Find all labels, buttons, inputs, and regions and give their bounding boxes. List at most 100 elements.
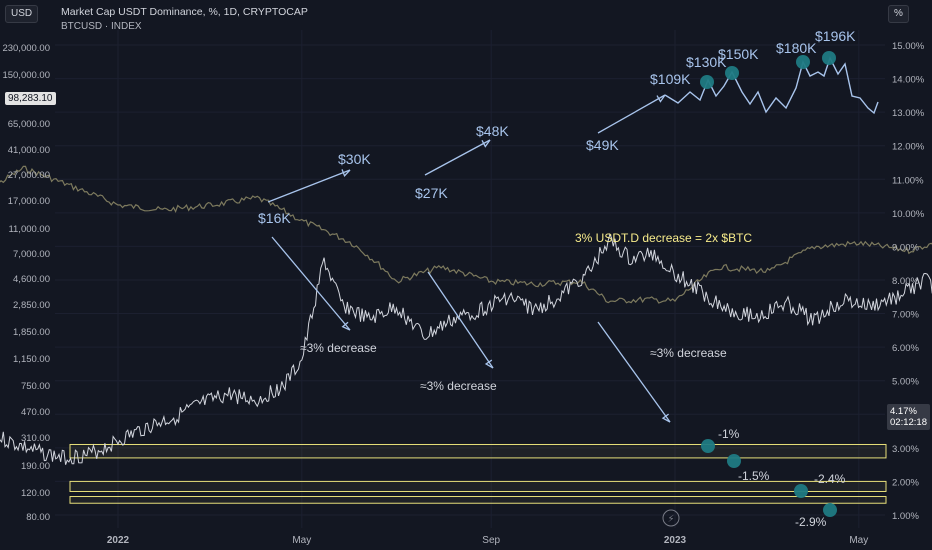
annotation-label: ≈3% decrease bbox=[420, 379, 497, 393]
right-tick: 9.00% bbox=[892, 242, 919, 253]
x-tick: May bbox=[849, 535, 868, 546]
target-marker bbox=[727, 454, 741, 468]
right-tick: 1.00% bbox=[892, 511, 919, 522]
current-value: 4.17% bbox=[890, 406, 917, 417]
usdt-series bbox=[0, 233, 932, 465]
decrease-line-2-head bbox=[484, 359, 494, 369]
annotation-label: $150K bbox=[718, 46, 759, 62]
left-tick: 27,000.00 bbox=[8, 170, 50, 181]
lightning-icon-glyph: ⚡ bbox=[667, 514, 674, 525]
right-tick: 12.00% bbox=[892, 142, 925, 153]
left-tick: 150,000.00 bbox=[2, 70, 50, 81]
target-marker bbox=[700, 75, 714, 89]
annotation-label: $130K bbox=[686, 54, 727, 70]
grid bbox=[55, 30, 885, 528]
annotation-label: $109K bbox=[650, 71, 691, 87]
annotation-label: -2.4% bbox=[814, 472, 846, 486]
annotation-label: $48K bbox=[476, 123, 509, 139]
trend-arrow-49k-109k-head bbox=[656, 94, 666, 103]
annotation-label: ≈3% decrease bbox=[300, 341, 377, 355]
btc-price-tag: 98,283.10 bbox=[5, 92, 56, 105]
left-tick: 120.00 bbox=[21, 488, 50, 499]
right-tick: 6.00% bbox=[892, 343, 919, 354]
annotation-label: $27K bbox=[415, 185, 448, 201]
trend-arrow-16k-30k-head bbox=[341, 169, 351, 178]
left-tick: 190.00 bbox=[21, 461, 50, 472]
left-tick: 470.00 bbox=[21, 407, 50, 418]
x-axis: 2022MaySep2023MaySep2024MaySep2025MaySep… bbox=[107, 535, 868, 546]
annotation-label: 3% USDT.D decrease = 2x $BTC bbox=[575, 231, 752, 245]
right-tick: 10.00% bbox=[892, 209, 925, 220]
left-axis: 230,000.00 150,000.00 65,000.00 41,000.00 27… bbox=[2, 43, 50, 523]
decrease-line-2 bbox=[427, 271, 494, 369]
left-tick: 4,600.00 bbox=[13, 274, 50, 285]
usdt-dominance-line bbox=[0, 233, 932, 465]
right-tick: 11.00% bbox=[892, 175, 924, 186]
decrease-line-1 bbox=[271, 236, 351, 331]
annotation-label: $49K bbox=[586, 137, 619, 153]
x-tick: May bbox=[292, 535, 311, 546]
annotation-label: $196K bbox=[815, 28, 856, 44]
lightning-icon bbox=[662, 509, 680, 527]
right-axis: 15.00% 14.00% 13.00% 12.00% 11.00% 10.00% 9.00… bbox=[892, 41, 925, 522]
decrease-line-3 bbox=[597, 321, 671, 423]
x-tick: Sep bbox=[482, 535, 500, 546]
left-unit-button[interactable]: USD bbox=[5, 5, 39, 23]
right-tick: 14.00% bbox=[892, 75, 925, 86]
markers: ⚡ bbox=[662, 51, 837, 527]
support-zone bbox=[69, 443, 887, 459]
support-zone bbox=[69, 480, 887, 492]
trend-arrow-16k-30k bbox=[267, 169, 351, 203]
trend-arrow-27k-48k bbox=[424, 139, 491, 176]
annotation-label: -1.5% bbox=[738, 469, 770, 483]
right-tick: 7.00% bbox=[892, 310, 919, 321]
x-tick: 2023 bbox=[664, 535, 687, 546]
annotation-label: ≈3% decrease bbox=[650, 346, 727, 360]
left-tick: 750.00 bbox=[21, 381, 50, 392]
right-tick: 15.00% bbox=[892, 41, 925, 52]
target-marker bbox=[794, 484, 808, 498]
chart-subtitle: BTCUSD · INDEX bbox=[61, 21, 142, 32]
target-marker bbox=[725, 66, 739, 80]
trend-arrows bbox=[267, 56, 879, 423]
decrease-line-1-head bbox=[341, 321, 351, 331]
target-marker bbox=[822, 51, 836, 65]
right-tick: 8.00% bbox=[892, 276, 919, 287]
annotation-label: $180K bbox=[776, 40, 817, 56]
left-tick: 7,000.00 bbox=[13, 249, 50, 260]
left-tick: 41,000.00 bbox=[8, 145, 50, 156]
annotation-label: $16K bbox=[258, 210, 291, 226]
decrease-line-3-head bbox=[661, 413, 671, 423]
x-tick: 2022 bbox=[107, 535, 130, 546]
support-zones bbox=[69, 443, 887, 504]
right-tick: 3.00% bbox=[892, 444, 919, 455]
left-tick: 17,000.00 bbox=[8, 196, 50, 207]
target-marker bbox=[823, 503, 837, 517]
right-tick: 5.00% bbox=[892, 377, 919, 388]
annotations: $16K $30K $27K $48K $49K $109K$130K$150K $180K… bbox=[258, 28, 856, 529]
right-tick: 13.00% bbox=[892, 108, 925, 119]
btc-series bbox=[0, 165, 932, 304]
countdown: 02:12:18 bbox=[890, 417, 927, 428]
btc-price-line bbox=[0, 165, 932, 304]
left-tick: 1,150.00 bbox=[13, 354, 50, 365]
current-value-tag: 4.17% 02:12:18 bbox=[887, 404, 930, 430]
annotation-label: $30K bbox=[338, 151, 371, 167]
right-unit-button[interactable]: % bbox=[888, 5, 909, 23]
left-tick: 65,000.00 bbox=[8, 119, 50, 130]
target-marker bbox=[796, 55, 810, 69]
left-tick: 1,850.00 bbox=[13, 327, 50, 338]
annotation-label: -1% bbox=[718, 427, 740, 441]
trend-arrow-49k-109k bbox=[597, 94, 666, 134]
support-zone bbox=[69, 496, 887, 504]
left-tick: 11,000.00 bbox=[8, 224, 50, 235]
left-tick: 230,000.00 bbox=[2, 43, 50, 54]
left-tick: 80.00 bbox=[26, 512, 50, 523]
chart-title: Market Cap USDT Dominance, %, 1D, CRYPTO… bbox=[61, 6, 308, 18]
left-tick: 2,850.00 bbox=[13, 300, 50, 311]
left-tick: 310.00 bbox=[21, 433, 50, 444]
annotation-label: -2.9% bbox=[795, 515, 827, 529]
right-tick: 2.00% bbox=[892, 477, 919, 488]
target-marker bbox=[701, 439, 715, 453]
